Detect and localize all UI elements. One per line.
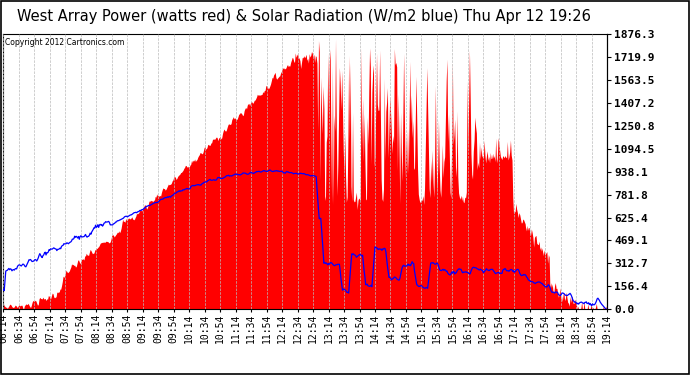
- Text: West Array Power (watts red) & Solar Radiation (W/m2 blue) Thu Apr 12 19:26: West Array Power (watts red) & Solar Rad…: [17, 9, 591, 24]
- Text: Copyright 2012 Cartronics.com: Copyright 2012 Cartronics.com: [5, 38, 124, 47]
